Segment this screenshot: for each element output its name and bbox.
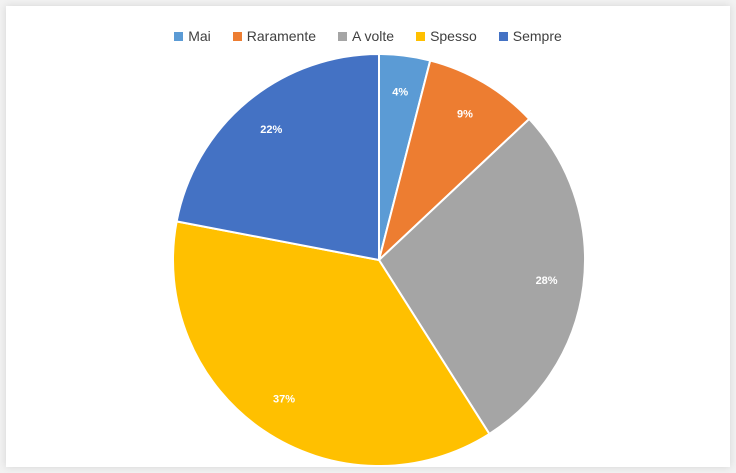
- data-label-mai: 4%: [392, 86, 408, 98]
- data-label-a-volte: 28%: [536, 275, 558, 287]
- legend-label-raramente: Raramente: [246, 28, 317, 44]
- legend-swatch-a-volte: [338, 31, 348, 41]
- legend-item-raramente: Raramente: [232, 28, 317, 44]
- legend-label-spesso: Spesso: [430, 28, 477, 44]
- pie-chart: 4% 9% 28% 37% 22%: [172, 52, 586, 467]
- legend-item-spesso: Spesso: [416, 28, 477, 44]
- legend-swatch-raramente: [232, 31, 242, 41]
- data-label-raramente: 9%: [457, 109, 473, 121]
- legend-label-mai: Mai: [188, 28, 211, 44]
- pie-slice-sempre: [175, 52, 380, 262]
- pie-slice-spesso: [172, 220, 491, 467]
- data-label-spesso: 37%: [273, 394, 295, 406]
- pie-slice-raramente: [377, 59, 531, 264]
- legend-item-a-volte: A volte: [338, 28, 394, 44]
- data-label-sempre: 22%: [260, 124, 282, 136]
- legend-swatch-sempre: [498, 31, 508, 41]
- legend-item-mai: Mai: [174, 28, 211, 44]
- legend-swatch-mai: [174, 31, 184, 41]
- chart-card: Mai Raramente A volte Spesso Sempre 4% 9%…: [6, 6, 730, 467]
- legend-label-sempre: Sempre: [512, 28, 562, 44]
- legend-item-sempre: Sempre: [498, 28, 562, 44]
- legend-swatch-spesso: [416, 31, 426, 41]
- legend-label-a-volte: A volte: [352, 28, 395, 44]
- pie-slice-a-volte: [377, 117, 586, 436]
- chart-legend: Mai Raramente A volte Spesso Sempre: [6, 28, 730, 44]
